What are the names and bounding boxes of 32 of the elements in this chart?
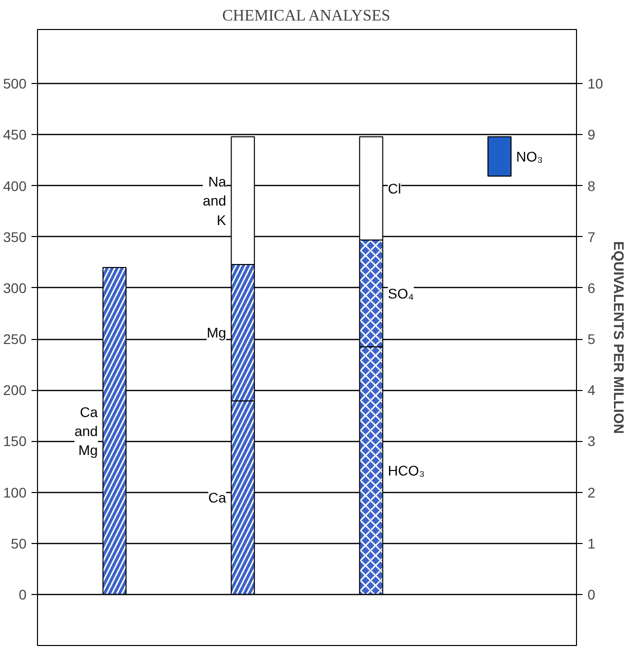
y-tick-label: 200 [3, 382, 27, 398]
y2-tick-label: 1 [588, 535, 596, 552]
y2-tick-label: 4 [588, 382, 596, 398]
series-label: HCO₃ [388, 462, 425, 479]
y2-tick-label: 9 [588, 126, 596, 143]
series-label: Ca and Mg [74, 404, 98, 458]
y2-tick-label: 2 [588, 484, 596, 500]
y-tick-label: 300 [3, 280, 27, 296]
series-label: Na and K [202, 173, 227, 228]
y-tick-label: 250 [3, 331, 27, 348]
y-tick-label: 100 [3, 484, 27, 500]
series-label: SO₄ [388, 285, 414, 302]
y2-tick-label: 3 [588, 433, 596, 450]
y2-tick-label: 0 [588, 586, 596, 602]
y2-tick-label: 6 [588, 280, 596, 296]
y-tick-label: 50 [10, 535, 27, 552]
y2-tick-label: 8 [588, 178, 596, 194]
y2-tick-label: 10 [588, 76, 604, 92]
y-tick-label: 350 [3, 228, 27, 245]
y-tick-label: 450 [3, 126, 27, 143]
chart-title: CHEMICAL ANALYSES [222, 8, 390, 24]
series-label: Mg [206, 324, 226, 341]
series-label: NO₃ [516, 148, 543, 164]
y-tick-label: 500 [3, 76, 27, 92]
y-tick-label: 150 [3, 433, 27, 450]
series-label: Ca [208, 490, 226, 506]
y-tick-label: 0 [18, 586, 27, 602]
y-tick-label: 400 [3, 178, 27, 194]
y2-axis-title: EQUIVALENTS PER MILLION [611, 241, 628, 434]
series-label: Cl [388, 180, 402, 196]
y2-tick-label: 5 [588, 331, 596, 348]
y2-tick-label: 7 [588, 228, 596, 245]
